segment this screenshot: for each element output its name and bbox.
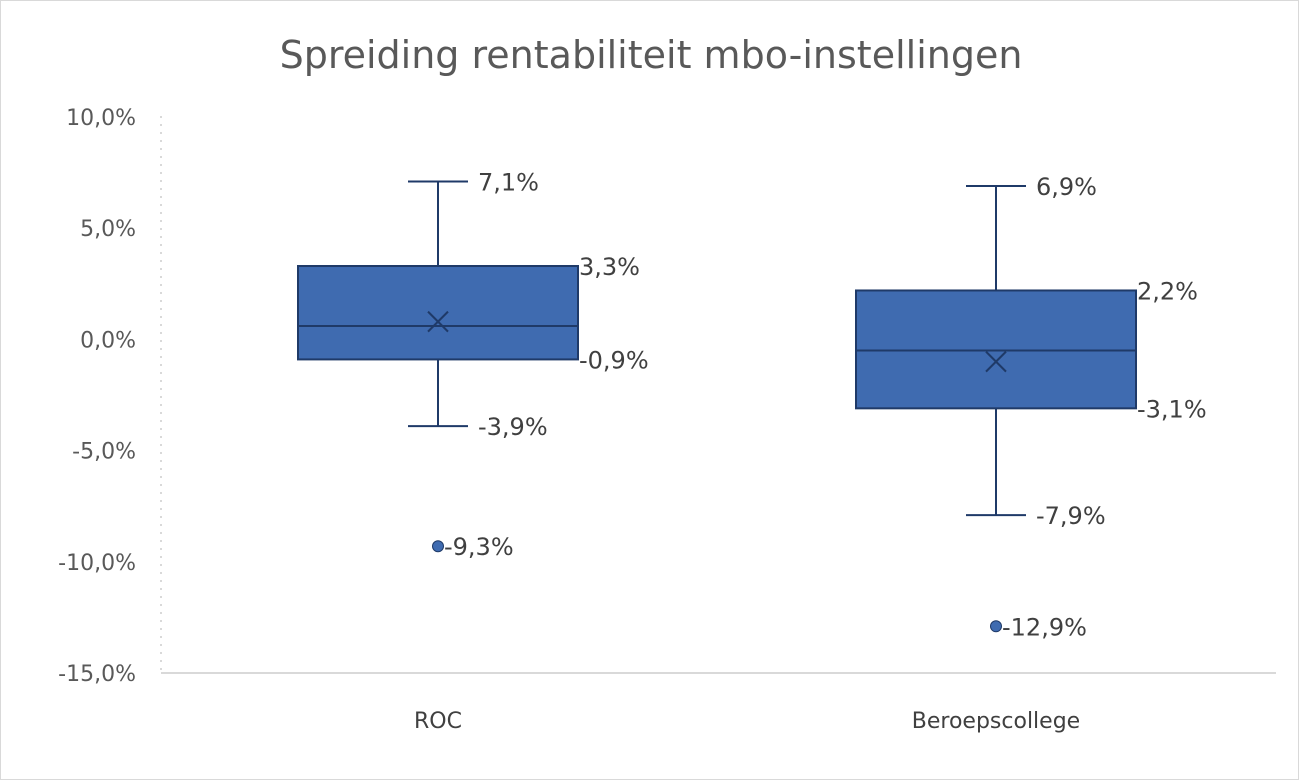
y-tick-label: 10,0% [66, 106, 136, 131]
box-beroepscollege: -12,9% 6,9% -7,9% 2,2% -3,1% [855, 173, 1207, 641]
q3-label: 2,2% [1137, 277, 1198, 305]
iqr-box [855, 289, 1137, 410]
q3-label: 3,3% [579, 253, 640, 281]
category-label: Beroepscollege [912, 709, 1080, 734]
y-tick-label: -15,0% [58, 662, 136, 687]
q1-label: -0,9% [579, 346, 649, 374]
category-labels: ROC Beroepscollege [414, 709, 1080, 734]
outlier-label: -9,3% [444, 533, 514, 561]
y-tick-label: -10,0% [58, 551, 136, 576]
q1-label: -3,1% [1137, 395, 1207, 423]
y-tick-label: 5,0% [80, 217, 136, 242]
y-tick-labels: 10,0% 5,0% 0,0% -5,0% -10,0% -15,0% [58, 106, 136, 687]
chart-title: Spreiding rentabiliteit mbo-instellingen [280, 33, 1023, 77]
box-roc: -9,3% 7,1% -3,9% 3,3% -0,9% [297, 168, 649, 561]
box-series: -9,3% 7,1% -3,9% 3,3% -0,9% -12,9% 6,9% -7,9% 2,… [297, 168, 1207, 641]
outlier-label: -12,9% [1002, 613, 1087, 641]
whisker-max-label: 6,9% [1036, 173, 1097, 201]
category-label: ROC [414, 709, 462, 734]
outlier-point [990, 620, 1002, 633]
y-tick-label: -5,0% [72, 440, 136, 465]
whisker-min-label: -3,9% [478, 413, 548, 441]
whisker-min-label: -7,9% [1036, 502, 1106, 530]
mean-marker [985, 350, 1007, 373]
iqr-box [297, 265, 579, 361]
whisker-max-label: 7,1% [478, 168, 539, 196]
mean-marker [427, 310, 449, 333]
y-tick-label: 0,0% [80, 328, 136, 353]
outlier-point [432, 540, 444, 553]
